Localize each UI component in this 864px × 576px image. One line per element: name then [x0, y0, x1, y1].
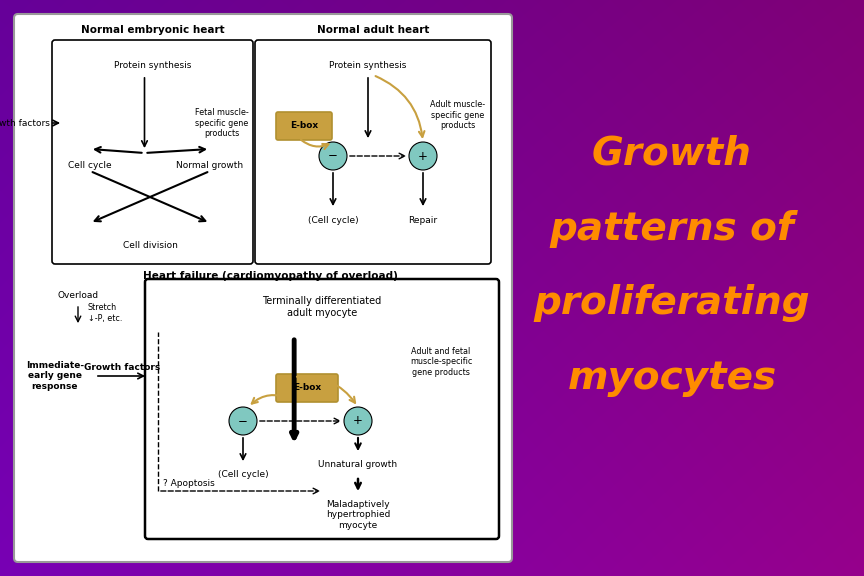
Text: (Cell cycle): (Cell cycle) — [308, 216, 359, 225]
Text: ? Apoptosis: ? Apoptosis — [163, 479, 215, 488]
Text: +: + — [418, 150, 428, 162]
Text: (Cell cycle): (Cell cycle) — [218, 470, 269, 479]
Circle shape — [409, 142, 437, 170]
Text: Protein synthesis: Protein synthesis — [329, 60, 407, 70]
Text: Normal embryonic heart: Normal embryonic heart — [80, 25, 225, 35]
Text: Terminally differentiated
adult myocyte: Terminally differentiated adult myocyte — [263, 296, 382, 317]
Text: E-box: E-box — [290, 122, 318, 131]
Text: Fetal muscle-
specific gene
products: Fetal muscle- specific gene products — [195, 108, 249, 138]
Text: Normal adult heart: Normal adult heart — [317, 25, 429, 35]
Text: Protein synthesis: Protein synthesis — [114, 60, 191, 70]
FancyBboxPatch shape — [14, 14, 512, 562]
Text: Cell cycle: Cell cycle — [68, 161, 111, 170]
Text: Unnatural growth: Unnatural growth — [319, 460, 397, 469]
Text: Heart failure (cardiomyopathy of overload): Heart failure (cardiomyopathy of overloa… — [143, 271, 397, 281]
Text: Growth factors: Growth factors — [0, 119, 50, 127]
Circle shape — [319, 142, 347, 170]
Text: Adult and fetal
muscle-specific
gene products: Adult and fetal muscle-specific gene pro… — [410, 347, 473, 377]
Text: patterns of: patterns of — [550, 210, 794, 248]
Text: Maladaptively
hypertrophied
myocyte: Maladaptively hypertrophied myocyte — [326, 500, 391, 530]
FancyBboxPatch shape — [276, 374, 338, 402]
Text: −: − — [238, 415, 248, 427]
Text: Immediate-
early gene
response: Immediate- early gene response — [26, 361, 84, 391]
Text: Normal growth: Normal growth — [176, 161, 244, 170]
Text: Repair: Repair — [409, 216, 437, 225]
Text: Overload: Overload — [57, 291, 98, 300]
Text: Cell division: Cell division — [123, 241, 177, 250]
Circle shape — [229, 407, 257, 435]
Text: Growth: Growth — [592, 135, 752, 173]
Text: +: + — [353, 415, 363, 427]
Text: E-box: E-box — [293, 384, 321, 392]
Text: proliferating: proliferating — [534, 285, 810, 323]
Text: Adult muscle-
specific gene
products: Adult muscle- specific gene products — [430, 100, 486, 130]
FancyBboxPatch shape — [276, 112, 332, 140]
Text: Stretch
↓-P, etc.: Stretch ↓-P, etc. — [88, 304, 123, 323]
Text: −: − — [328, 150, 338, 162]
Circle shape — [344, 407, 372, 435]
Text: Growth factors: Growth factors — [84, 363, 160, 372]
Text: myocytes: myocytes — [568, 359, 777, 397]
